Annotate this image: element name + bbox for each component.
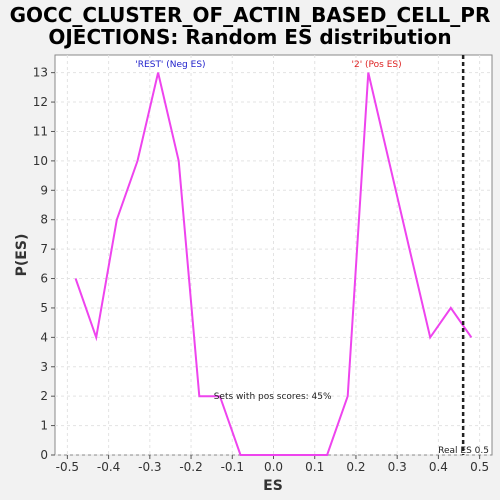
y-tick-label: 7 (40, 242, 48, 256)
real-es-label: Real ES 0.5 (438, 446, 489, 456)
x-tick-label: 0.0 (264, 460, 283, 474)
axis-ticks: -0.5 -0.4 -0.3 -0.2 -0.1 0.0 0.1 0.2 0.3 0.4 0.5 0 1… (33, 66, 489, 474)
y-tick-label: 10 (33, 154, 48, 168)
pos-scores-annotation: Sets with pos scores: 45% (214, 392, 332, 402)
series-layer (74, 72, 473, 456)
grid (55, 55, 492, 456)
x-tick-label: -0.5 (56, 460, 79, 474)
neg-es-label: 'REST' (Neg ES) (135, 60, 205, 70)
x-tick-label: -0.1 (221, 460, 244, 474)
y-axis-label: P(ES) (14, 234, 30, 277)
y-tick-label: 12 (33, 95, 48, 109)
x-tick-label: 0.3 (388, 460, 407, 474)
pos-es-label: '2' (Pos ES) (352, 60, 402, 70)
y-tick-label: 6 (40, 272, 48, 286)
x-tick-label: -0.2 (179, 460, 202, 474)
y-tick-label: 13 (33, 66, 48, 80)
y-tick-label: 9 (40, 183, 48, 197)
chart-title-line1: GOCC_CLUSTER_OF_ACTIN_BASED_CELL_PR (10, 3, 491, 27)
y-tick-label: 5 (40, 301, 48, 315)
y-tick-label: 4 (40, 330, 48, 344)
x-tick-label: -0.4 (97, 460, 120, 474)
y-tick-label: 2 (40, 389, 48, 403)
y-tick-label: 3 (40, 360, 48, 374)
y-tick-label: 1 (40, 419, 48, 433)
x-tick-label: 0.5 (470, 460, 489, 474)
x-tick-label: -0.3 (138, 460, 161, 474)
x-tick-label: 0.1 (305, 460, 324, 474)
y-tick-label: 0 (40, 448, 48, 462)
x-tick-label: 0.4 (429, 460, 448, 474)
x-tick-label: 0.2 (346, 460, 365, 474)
x-axis-label: ES (263, 478, 283, 494)
y-tick-label: 8 (40, 213, 48, 227)
es-distribution-line (74, 72, 473, 456)
chart-title-line2: OJECTIONS: Random ES distribution (48, 25, 451, 49)
y-tick-label: 11 (33, 124, 48, 138)
